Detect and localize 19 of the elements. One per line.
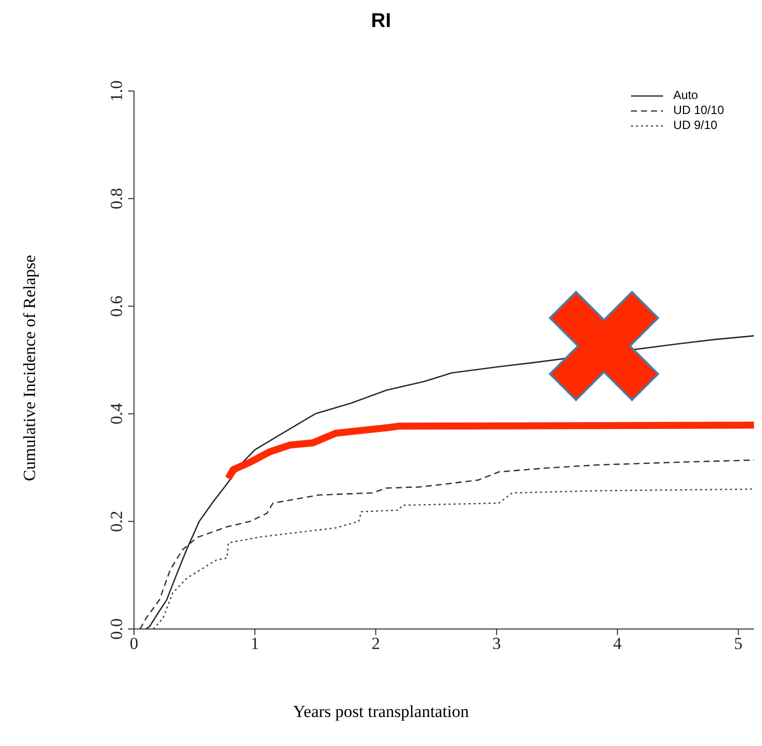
legend-label: UD 10/10 xyxy=(673,103,724,118)
y-tick-label: 1.0 xyxy=(107,80,126,102)
x-tick-label: 1 xyxy=(250,634,260,654)
x-tick-label: 0 xyxy=(130,634,138,654)
x-axis-title: Years post transplantation xyxy=(292,702,470,722)
legend-label: UD 9/10 xyxy=(673,118,718,133)
y-tick-label: 0.8 xyxy=(107,188,126,210)
legend-label: Auto xyxy=(673,88,698,103)
x-tick-label: 5 xyxy=(734,634,743,654)
y-axis-title: Cumulative Incidence of Relapse xyxy=(20,254,40,482)
y-tick-label: 0.0 xyxy=(107,618,126,640)
y-tick-label: 0.2 xyxy=(107,510,126,532)
x-tick-label: 4 xyxy=(613,634,622,654)
chart-title: RI xyxy=(370,10,392,33)
line-series xyxy=(152,488,754,629)
x-tick-label: 3 xyxy=(492,634,501,654)
y-tick-label: 0.4 xyxy=(107,402,126,424)
x-tick-label: 2 xyxy=(371,634,380,654)
y-tick-label: 0.6 xyxy=(107,296,126,317)
